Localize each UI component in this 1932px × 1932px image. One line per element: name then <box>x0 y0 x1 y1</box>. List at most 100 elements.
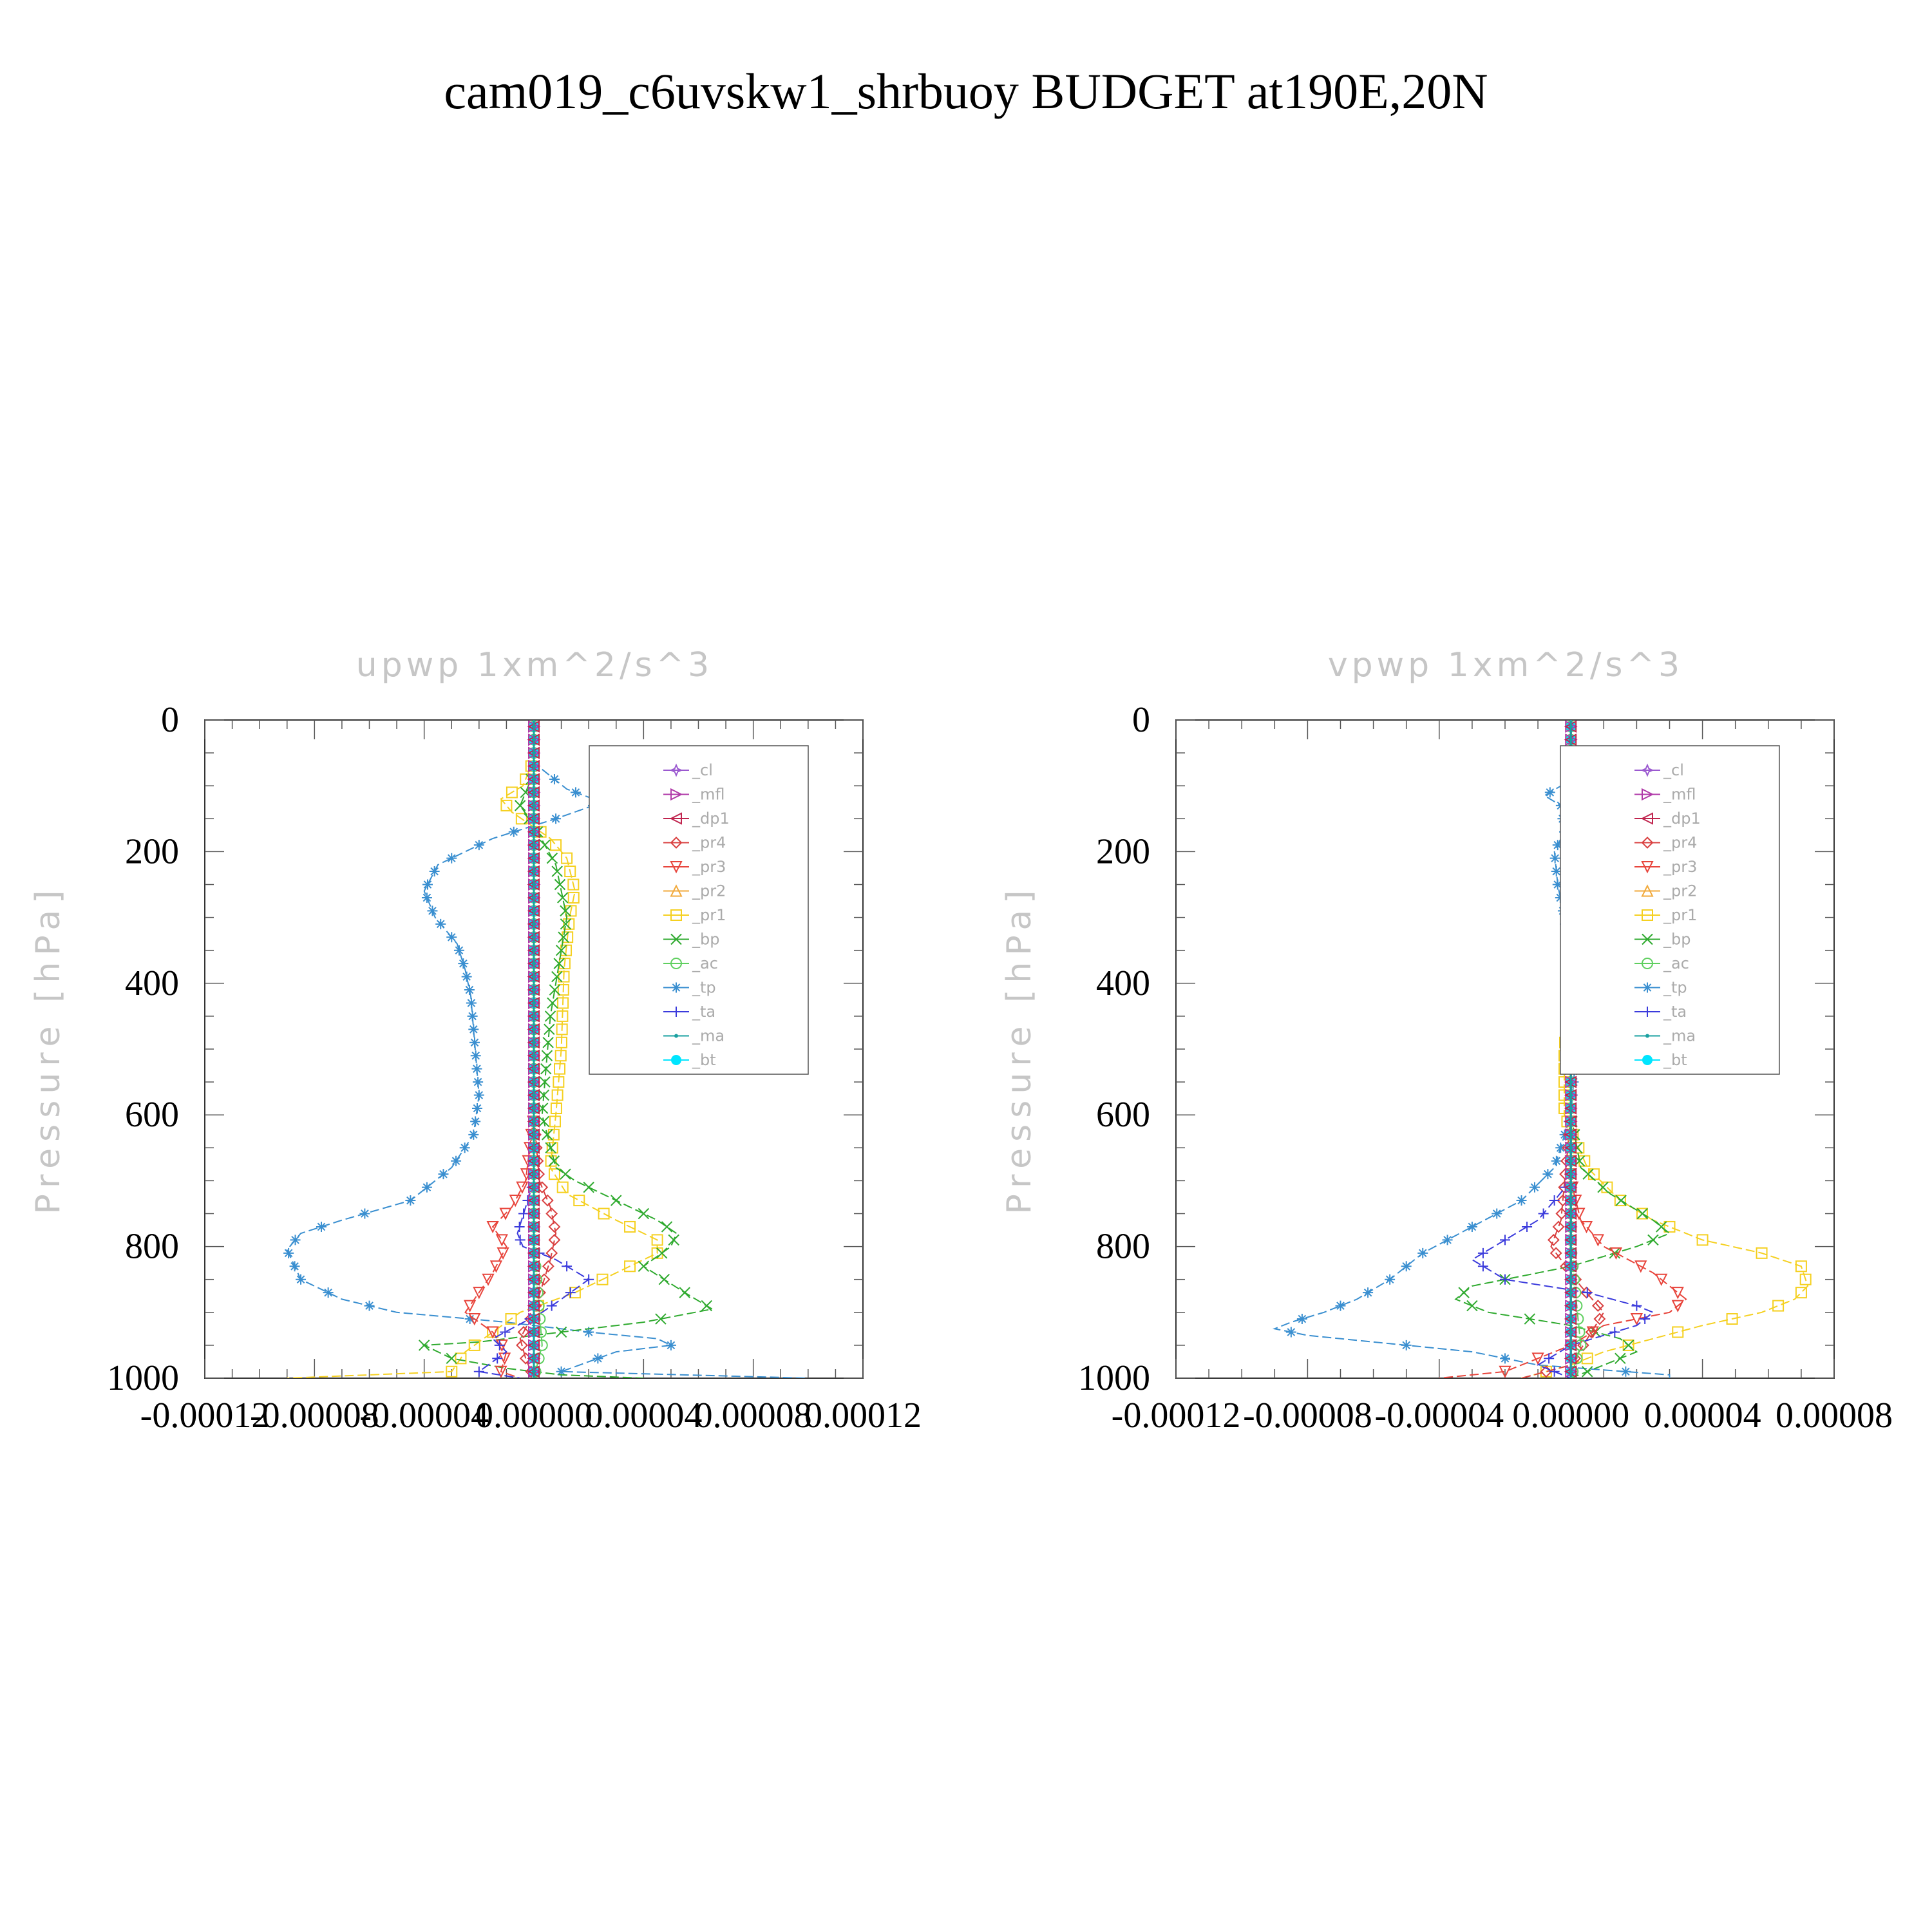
legend-label: _ma <box>1663 1027 1696 1045</box>
data-point <box>532 790 536 795</box>
data-point <box>1544 787 1555 798</box>
legend-entry-bt: _bt <box>663 1051 716 1069</box>
data-point <box>558 931 569 943</box>
data-point <box>1647 1234 1659 1246</box>
data-point <box>464 985 475 996</box>
data-point <box>427 905 438 916</box>
data-point <box>1569 1356 1573 1361</box>
data-point <box>495 1365 507 1378</box>
y-axis-label: Pressure [hPa] <box>29 884 68 1215</box>
data-point <box>598 1208 610 1220</box>
legend-entry-bp: _bp <box>663 931 719 949</box>
data-point <box>1772 1300 1785 1312</box>
data-point <box>532 1172 536 1177</box>
data-point <box>611 1195 622 1206</box>
data-point <box>1401 1340 1412 1350</box>
data-point <box>532 1146 536 1150</box>
data-point <box>1636 1208 1648 1220</box>
data-point <box>1569 1251 1573 1255</box>
data-point <box>532 777 536 781</box>
data-point <box>1522 1221 1533 1232</box>
data-point <box>1385 1274 1396 1285</box>
data-point <box>532 724 536 729</box>
data-point <box>547 997 558 1009</box>
data-point <box>655 1313 667 1325</box>
data-point <box>509 1195 522 1208</box>
data-point <box>1622 1339 1634 1351</box>
x-tick-label: -0.00008 <box>1243 1396 1372 1435</box>
data-point <box>548 1168 560 1180</box>
data-point <box>1363 1287 1374 1298</box>
data-point <box>1656 1221 1667 1233</box>
data-point <box>1582 1366 1593 1378</box>
data-point <box>1549 853 1560 864</box>
data-point <box>1516 1195 1527 1206</box>
data-point <box>1569 1303 1573 1308</box>
data-point <box>1615 1195 1627 1206</box>
data-point <box>421 892 432 903</box>
data-point <box>544 1010 556 1022</box>
data-point <box>553 1076 565 1088</box>
legend-entry-mfl: _mfl <box>663 786 725 804</box>
data-point <box>532 1264 536 1269</box>
data-point <box>468 1313 481 1326</box>
data-point <box>514 1221 525 1232</box>
legend-label: _bp <box>692 931 719 949</box>
data-point <box>515 800 526 811</box>
data-point <box>1466 1221 1477 1232</box>
data-point <box>545 1155 557 1167</box>
data-point <box>446 1365 458 1378</box>
data-point <box>499 1208 512 1220</box>
data-point <box>1569 1080 1573 1084</box>
data-point <box>532 803 536 808</box>
data-point <box>532 1251 536 1255</box>
data-point <box>557 984 569 996</box>
data-point <box>583 1274 594 1285</box>
data-point <box>1640 1314 1651 1325</box>
data-point <box>500 1327 511 1338</box>
data-point <box>1492 1208 1502 1219</box>
series-line <box>519 1115 557 1378</box>
data-point <box>468 1024 479 1035</box>
data-point <box>1500 1274 1510 1285</box>
data-point <box>1500 1235 1510 1245</box>
data-point <box>1591 1300 1604 1312</box>
x-tick-label: 0.00008 <box>1776 1396 1893 1435</box>
data-point <box>1569 1291 1573 1295</box>
data-point <box>473 1077 484 1088</box>
data-point <box>1569 1159 1573 1163</box>
data-point <box>532 817 536 821</box>
legend-label: _ac <box>1663 954 1689 972</box>
legend-label: _mfl <box>1663 786 1696 804</box>
data-point <box>489 1260 503 1273</box>
data-point <box>560 1168 571 1180</box>
legend-label: _cl <box>692 761 713 779</box>
data-point <box>290 1235 301 1245</box>
data-point <box>364 1300 375 1311</box>
chart-panel-2: vpwp 1xm^2/s^3 Pressure [hPa] 0 200 400 600 80… <box>1000 646 1893 1435</box>
data-point <box>1696 1234 1709 1246</box>
data-point <box>679 1287 690 1298</box>
x-tick-label: -0.00004 <box>1374 1396 1504 1435</box>
data-point <box>583 1181 594 1193</box>
data-point <box>532 1317 536 1321</box>
data-point <box>1593 1312 1606 1325</box>
legend-entry-dp1: _dp1 <box>663 810 730 828</box>
data-point <box>1499 1365 1511 1378</box>
data-point <box>1477 1261 1488 1272</box>
data-point <box>1634 1260 1647 1273</box>
legend-entry-pr2: _pr2 <box>1634 882 1697 900</box>
data-point <box>470 1050 481 1061</box>
data-point <box>1799 1273 1812 1285</box>
data-point <box>453 945 464 956</box>
data-point <box>1549 1247 1562 1260</box>
data-point <box>1569 1277 1573 1282</box>
x-tick-label: 0.00008 <box>695 1396 812 1435</box>
data-point <box>539 839 551 851</box>
data-point <box>1551 1155 1562 1166</box>
data-point <box>459 1142 470 1153</box>
x-tick-label: -0.00012 <box>140 1396 270 1435</box>
data-point <box>553 958 565 969</box>
data-point <box>1569 1146 1573 1150</box>
